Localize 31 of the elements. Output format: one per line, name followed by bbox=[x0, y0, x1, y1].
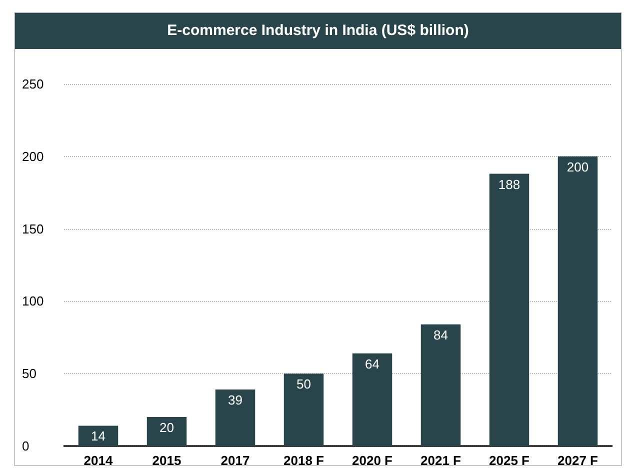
bar bbox=[215, 390, 256, 446]
bar bbox=[352, 353, 392, 446]
x-tick-label: 2025 F bbox=[489, 453, 530, 468]
chart-title: E-commerce Industry in India (US$ billion) bbox=[15, 13, 621, 49]
x-tick-label: 2014 bbox=[84, 453, 114, 468]
data-label: 50 bbox=[296, 376, 311, 392]
bar bbox=[420, 324, 461, 446]
y-tick-label: 200 bbox=[22, 148, 44, 164]
x-tick-label: 2018 F bbox=[284, 453, 324, 468]
x-tick-label: 2017 bbox=[220, 453, 250, 468]
data-label: 64 bbox=[365, 356, 380, 372]
x-tick-label: 2020 F bbox=[352, 453, 393, 468]
bar bbox=[146, 417, 187, 446]
data-label: 200 bbox=[566, 159, 589, 174]
bar bbox=[284, 374, 324, 446]
x-tick-label: 2021 F bbox=[420, 453, 462, 468]
bar bbox=[558, 156, 598, 446]
y-tick-label: 50 bbox=[22, 366, 36, 382]
data-label: 20 bbox=[160, 420, 174, 436]
bar bbox=[78, 426, 118, 446]
data-label: 39 bbox=[228, 392, 242, 408]
x-tick-label: 2027 F bbox=[558, 453, 598, 468]
y-tick-label: 250 bbox=[22, 76, 44, 92]
x-tick-label: 2015 bbox=[152, 453, 182, 468]
y-tick-label: 100 bbox=[22, 294, 44, 309]
y-tick-label: 0 bbox=[22, 438, 30, 454]
data-label: 84 bbox=[434, 327, 448, 342]
data-label: 188 bbox=[498, 176, 520, 192]
data-label: 14 bbox=[91, 428, 106, 444]
y-tick-label: 150 bbox=[22, 221, 44, 236]
bar bbox=[489, 174, 530, 446]
